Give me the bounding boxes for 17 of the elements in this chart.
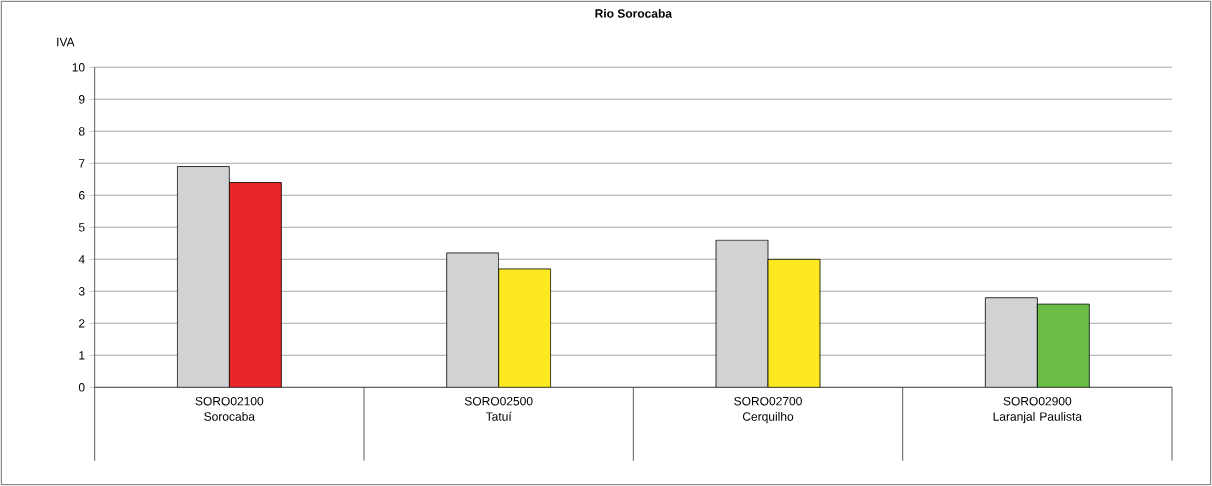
y-tick-label: 0 xyxy=(78,383,85,392)
y-tick-label: 10 xyxy=(72,63,85,72)
y-tick-label: 5 xyxy=(78,223,85,232)
y-tick-label: 7 xyxy=(79,159,85,168)
y-tick-label: 9 xyxy=(78,95,85,104)
y-tick-label: 1 xyxy=(79,351,85,360)
x-tick-label: SORO02700 Cerquilho xyxy=(734,396,802,424)
x-tick-label: SORO02100 Sorocaba xyxy=(195,396,264,421)
y-tick-label: 3 xyxy=(78,287,85,296)
y-tick-label: 8 xyxy=(78,127,85,136)
y-tick-label: 4 xyxy=(78,255,85,264)
x-tick-label: SORO02900 Laranjal Paulista xyxy=(993,396,1083,424)
chart-title: Rio Sorocaba xyxy=(595,8,673,18)
x-tick-label: SORO02500 Tatuí xyxy=(464,396,533,421)
y-tick-label: 6 xyxy=(79,191,85,200)
y-tick-label: 2 xyxy=(79,319,85,328)
y-axis-title: IVA xyxy=(57,37,75,47)
